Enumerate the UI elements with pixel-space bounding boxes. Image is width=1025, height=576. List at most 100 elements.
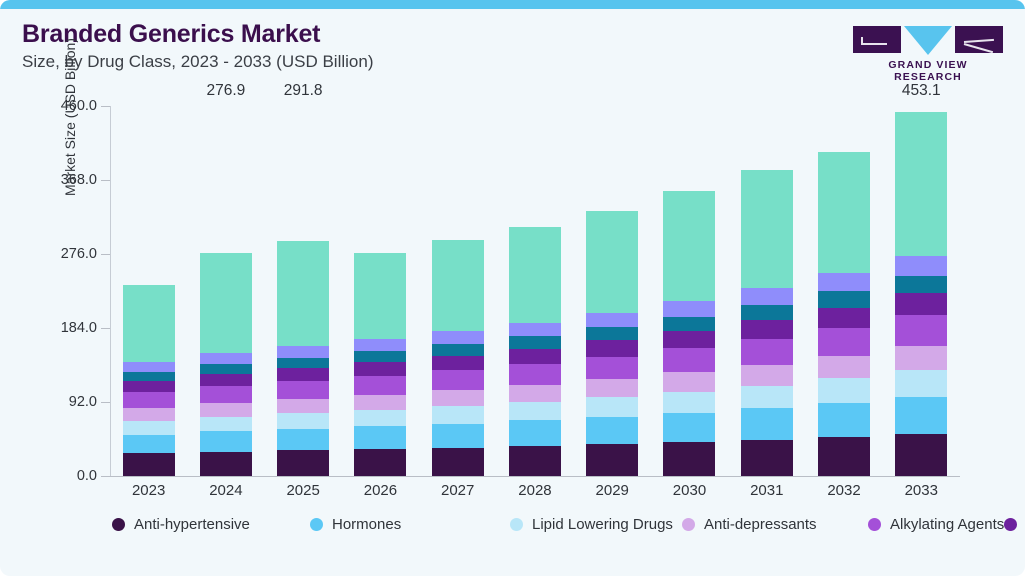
bar-segment[interactable] (122, 285, 175, 362)
bar-segment[interactable] (431, 406, 484, 424)
bar-segment[interactable] (586, 210, 639, 313)
bar-segment[interactable] (818, 327, 871, 356)
bar-segment[interactable] (199, 373, 252, 386)
bar-segment[interactable] (818, 402, 871, 438)
bar-segment[interactable] (895, 256, 948, 276)
bar-segment[interactable] (663, 348, 716, 373)
bar-segment[interactable] (122, 408, 175, 421)
bar-segment[interactable] (354, 449, 407, 476)
bar-column[interactable] (419, 106, 496, 476)
bar-segment[interactable] (354, 362, 407, 376)
bar-segment[interactable] (663, 316, 716, 331)
bar-segment[interactable] (122, 434, 175, 454)
bar-segment[interactable] (508, 402, 561, 421)
bar-column[interactable] (651, 106, 728, 476)
bar-segment[interactable] (354, 351, 407, 363)
bar-stack[interactable] (122, 285, 175, 476)
bar-segment[interactable] (895, 433, 948, 476)
bar-stack[interactable] (508, 226, 561, 476)
bar-segment[interactable] (431, 344, 484, 356)
bar-segment[interactable] (199, 451, 252, 476)
bar-segment[interactable] (895, 345, 948, 371)
bar-segment[interactable] (354, 339, 407, 352)
bar-segment[interactable] (122, 420, 175, 435)
bar-segment[interactable] (895, 315, 948, 346)
bar-column[interactable] (110, 106, 187, 476)
bar-column[interactable]: 453.1 (883, 82, 960, 476)
bar-segment[interactable] (354, 394, 407, 411)
bar-segment[interactable] (508, 348, 561, 364)
bar-segment[interactable] (508, 420, 561, 447)
bar-column[interactable] (574, 106, 651, 476)
legend-item[interactable]: Anti-hypertensive (112, 516, 310, 533)
bar-segment[interactable] (818, 378, 871, 403)
bar-segment[interactable] (895, 370, 948, 397)
bar-segment[interactable] (199, 402, 252, 417)
bar-segment[interactable] (199, 363, 252, 374)
bar-segment[interactable] (818, 291, 871, 308)
bar-segment[interactable] (740, 408, 793, 440)
bar-segment[interactable] (277, 413, 330, 429)
bar-segment[interactable] (431, 355, 484, 371)
bar-segment[interactable] (277, 381, 330, 399)
bar-segment[interactable] (508, 363, 561, 385)
bar-stack[interactable] (740, 169, 793, 476)
bar-segment[interactable] (277, 398, 330, 414)
legend-item[interactable]: Anti-depressants (682, 516, 868, 533)
bar-segment[interactable] (277, 450, 330, 476)
bar-segment[interactable] (122, 453, 175, 476)
bar-segment[interactable] (740, 385, 793, 409)
bar-segment[interactable] (354, 410, 407, 427)
bar-column[interactable] (728, 106, 805, 476)
legend-item[interactable]: Alkylating Agents (868, 516, 1004, 533)
bar-stack[interactable]: 453.1 (895, 82, 948, 476)
bar-segment[interactable] (586, 327, 639, 341)
bar-segment[interactable] (740, 304, 793, 321)
bar-stack[interactable]: 291.8 (277, 82, 330, 476)
bar-segment[interactable] (818, 307, 871, 328)
bar-segment[interactable] (431, 331, 484, 345)
bar-segment[interactable] (277, 428, 330, 451)
bar-segment[interactable] (199, 431, 252, 452)
bar-segment[interactable] (895, 275, 948, 294)
bar-segment[interactable] (740, 439, 793, 476)
bar-segment[interactable] (122, 371, 175, 382)
bar-segment[interactable] (895, 111, 948, 257)
bar-segment[interactable] (586, 340, 639, 357)
bar-column[interactable]: 276.9 (187, 82, 264, 476)
bar-segment[interactable] (277, 357, 330, 369)
bar-segment[interactable] (508, 384, 561, 403)
bar-segment[interactable] (586, 397, 639, 417)
bar-segment[interactable] (740, 364, 793, 386)
bar-segment[interactable] (586, 444, 639, 476)
bar-segment[interactable] (818, 355, 871, 379)
bar-segment[interactable] (199, 385, 252, 403)
bar-segment[interactable] (586, 356, 639, 380)
bar-segment[interactable] (431, 390, 484, 407)
bar-segment[interactable] (586, 312, 639, 328)
bar-segment[interactable] (818, 273, 871, 292)
bar-segment[interactable] (508, 446, 561, 476)
bar-segment[interactable] (740, 169, 793, 289)
bar-segment[interactable] (818, 151, 871, 274)
bar-stack[interactable] (663, 191, 716, 476)
bar-segment[interactable] (586, 379, 639, 398)
bar-stack[interactable]: 276.9 (199, 82, 252, 476)
bar-segment[interactable] (199, 416, 252, 432)
bar-segment[interactable] (277, 368, 330, 382)
bar-segment[interactable] (122, 381, 175, 393)
bar-stack[interactable] (586, 210, 639, 476)
legend-item[interactable]: Hormones (310, 516, 510, 533)
bar-segment[interactable] (895, 293, 948, 316)
bar-segment[interactable] (431, 240, 484, 332)
legend-item[interactable]: Anti-psychotics (1004, 516, 1025, 533)
bar-segment[interactable] (354, 426, 407, 450)
bar-segment[interactable] (508, 226, 561, 323)
bar-segment[interactable] (431, 370, 484, 391)
bar-column[interactable] (342, 106, 419, 476)
bar-segment[interactable] (740, 338, 793, 365)
bar-segment[interactable] (663, 372, 716, 392)
bar-stack[interactable] (354, 253, 407, 476)
bar-segment[interactable] (277, 346, 330, 358)
bar-segment[interactable] (663, 191, 716, 302)
